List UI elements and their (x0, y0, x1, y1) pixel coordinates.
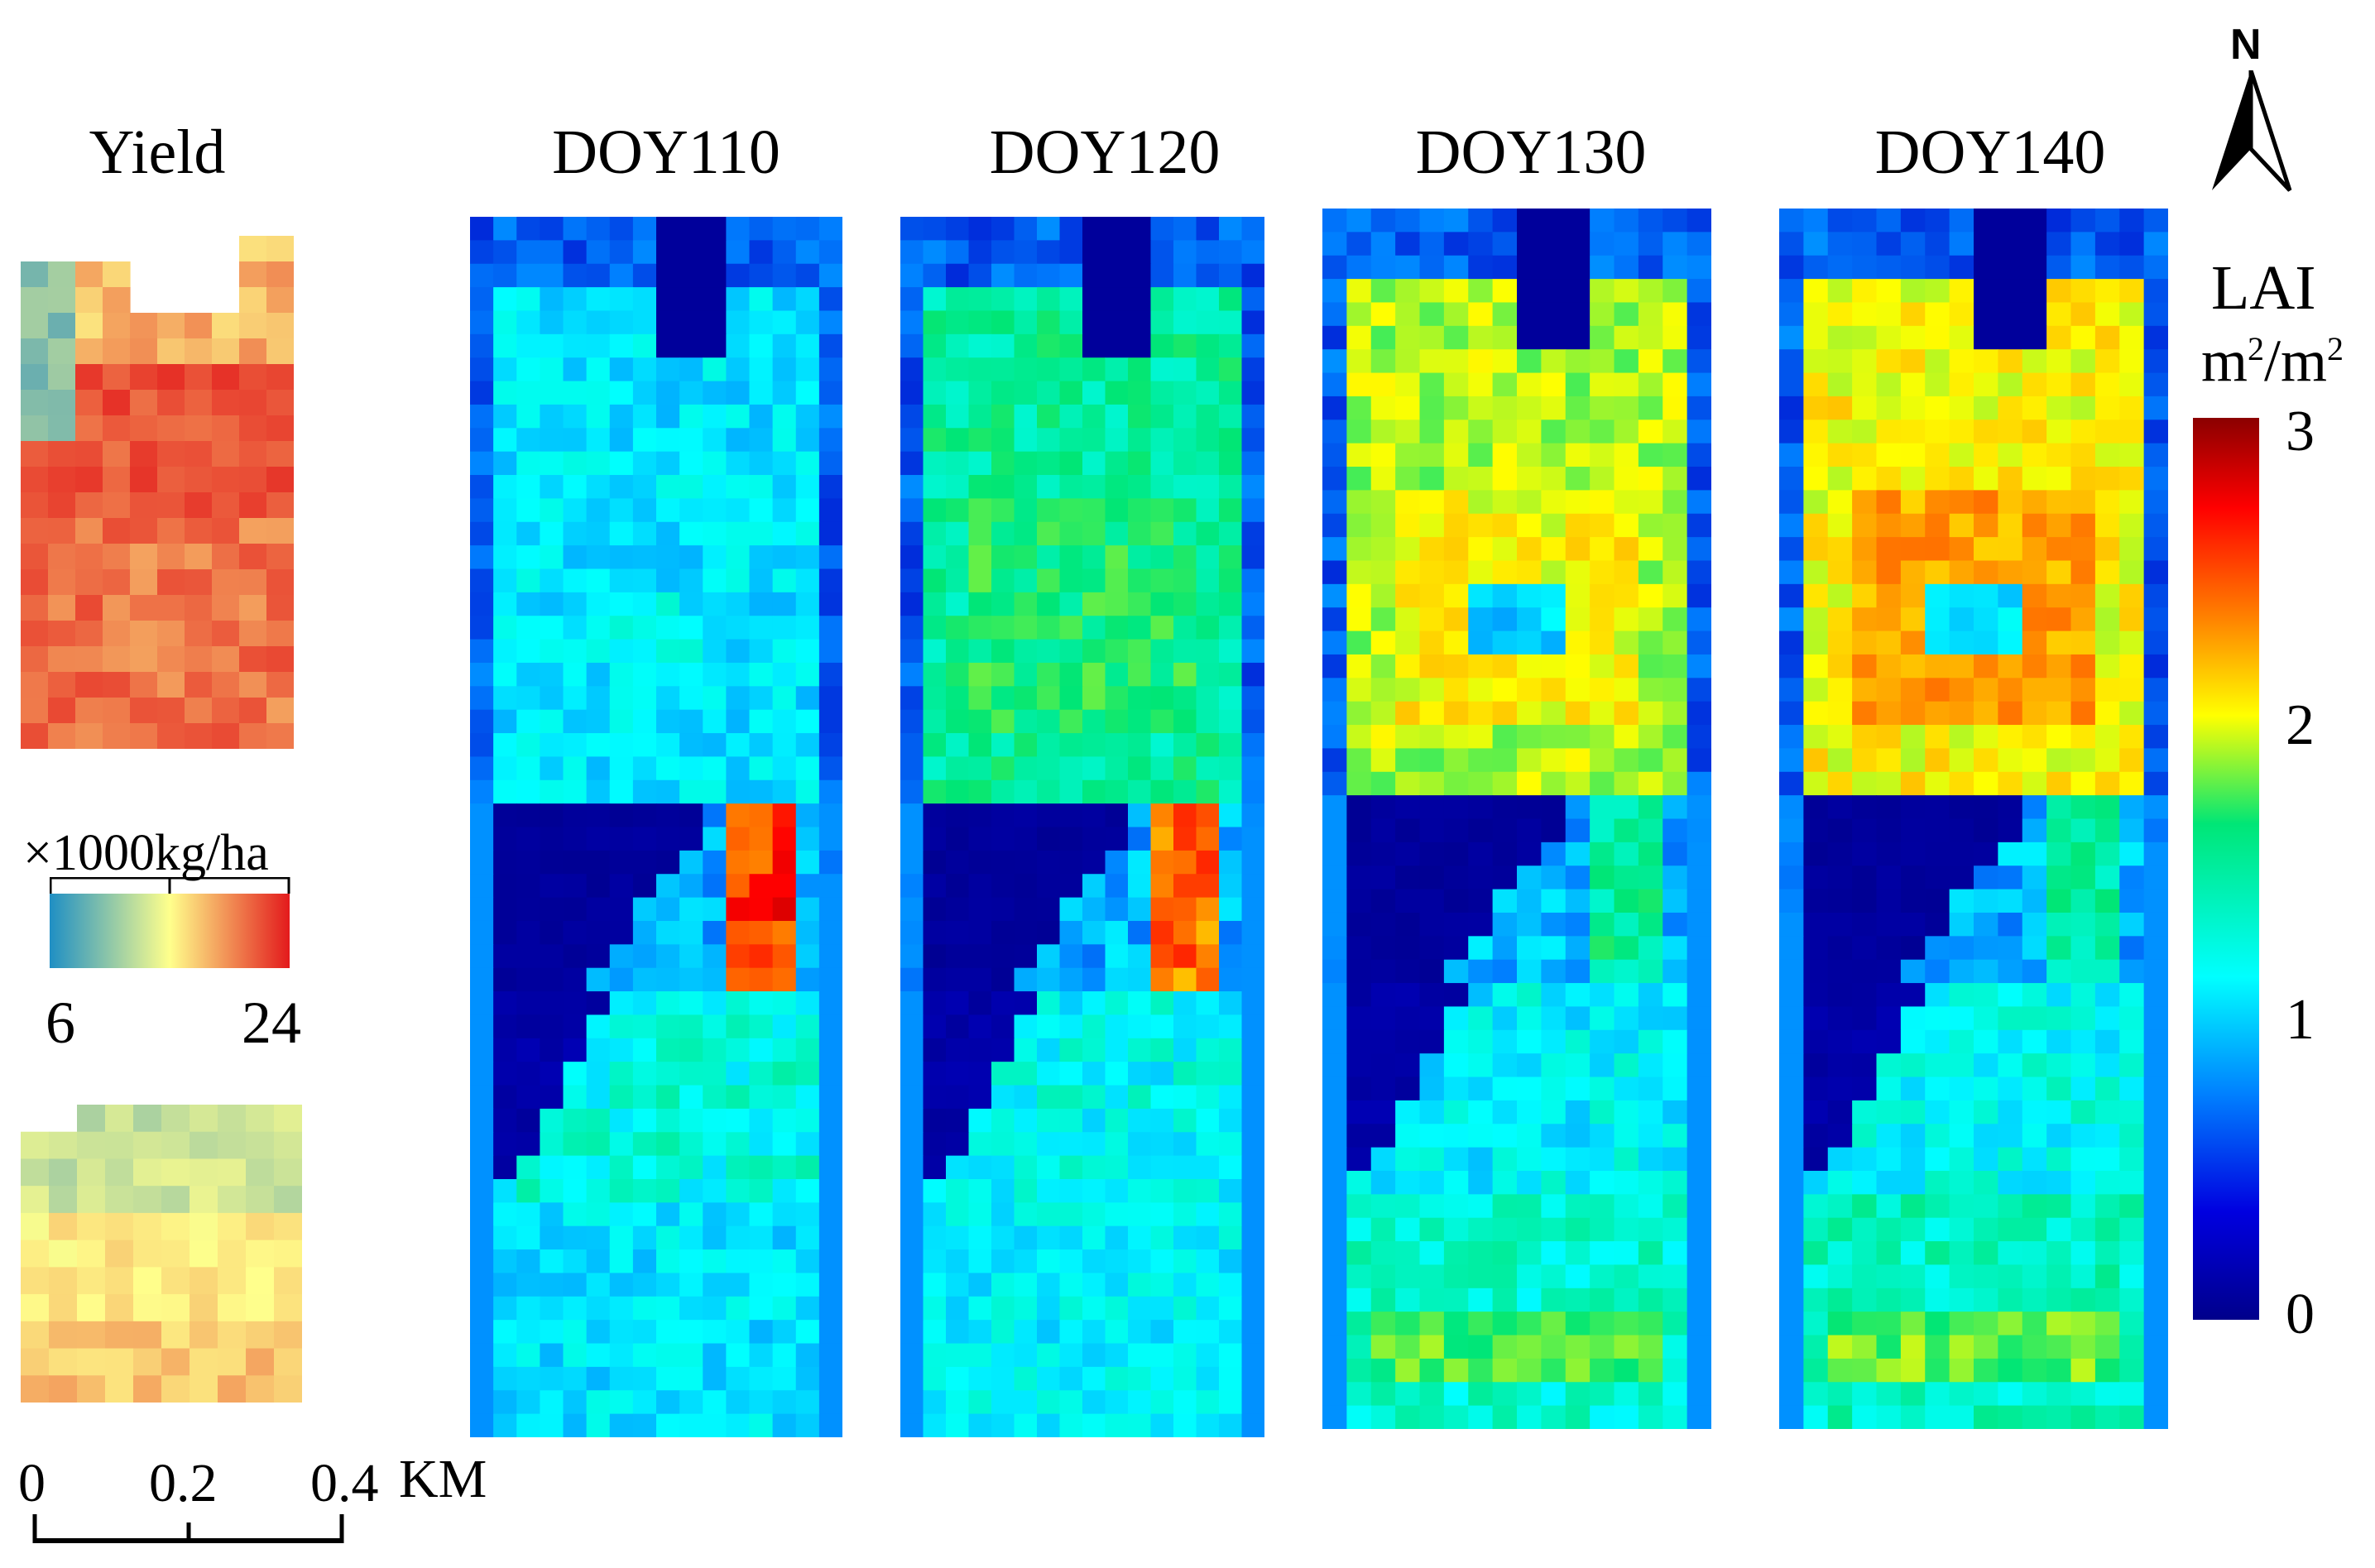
lai-map-doy120 (900, 217, 1264, 1437)
lai-tick-0: 0 (2286, 1283, 2315, 1346)
lai-legend-unit: m2/m2 (2201, 331, 2344, 391)
lai-tick-3: 3 (2286, 400, 2315, 463)
north-label: N (2230, 21, 2262, 69)
panel-title-doy140: DOY140 (1874, 117, 2106, 187)
lai-unit-sup-2: 2 (2327, 330, 2344, 367)
scale-tick-0-4: 0.4 (310, 1453, 379, 1513)
lai-unit-base: m (2201, 328, 2248, 394)
panel-title-doy130: DOY130 (1415, 117, 1647, 187)
yield-pixel-grid (21, 236, 294, 749)
lai-map-doy110 (470, 217, 842, 1437)
scale-tick-0: 0 (18, 1453, 46, 1513)
yield-map-top (21, 236, 294, 749)
lai-unit-base-2: m (2281, 328, 2328, 394)
lai-legend-title: LAI (2211, 253, 2316, 323)
lai-colorbar (2193, 418, 2259, 1320)
scale-tick-0-2: 0.2 (149, 1453, 218, 1513)
yield-colorbar (50, 877, 290, 968)
lai-unit-sup: 2 (2248, 330, 2265, 367)
panel-title-doy110: DOY110 (552, 117, 780, 187)
yield-legend-min: 6 (46, 990, 75, 1056)
scale-bar-line (32, 1514, 344, 1543)
yield-legend-max: 24 (242, 990, 301, 1056)
lai-map-doy140 (1779, 209, 2168, 1429)
lai-pixel-grid (470, 217, 842, 1437)
lai-pixel-grid (900, 217, 1264, 1437)
lai-tick-1: 1 (2286, 988, 2315, 1052)
scale-unit: KM (399, 1449, 487, 1509)
yield-pixel-grid (21, 1105, 302, 1403)
yield-title: Yield (89, 117, 226, 187)
yield-map-bottom (21, 1105, 302, 1403)
north-arrow-icon (2212, 70, 2292, 192)
lai-pixel-grid (1322, 209, 1711, 1429)
yield-legend-unit: ×1000kg/ha (23, 825, 269, 881)
lai-tick-2: 2 (2286, 693, 2315, 757)
lai-unit-sep: / (2264, 328, 2281, 394)
panel-title-doy120: DOY120 (989, 117, 1221, 187)
lai-map-doy130 (1322, 209, 1711, 1429)
lai-pixel-grid (1779, 209, 2168, 1429)
